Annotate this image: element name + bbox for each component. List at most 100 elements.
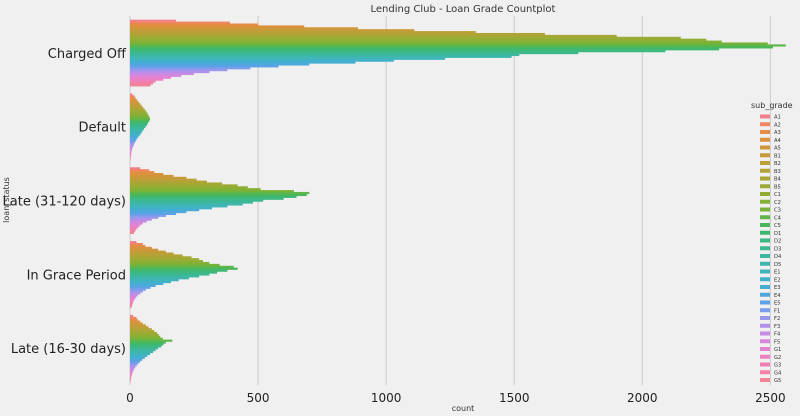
- bar-c4: [130, 118, 150, 121]
- bar-g4: [130, 82, 154, 85]
- bar-a1: [130, 19, 177, 22]
- bar-b2: [130, 31, 476, 34]
- bar-d2: [130, 197, 284, 200]
- legend-label: G3: [774, 363, 781, 369]
- legend-label: D5: [774, 262, 781, 268]
- bar-b4: [130, 330, 155, 333]
- bar-f4: [130, 220, 147, 223]
- legend-swatch: [760, 316, 770, 320]
- bar-f5: [130, 296, 137, 299]
- legend-label: C3: [774, 208, 781, 214]
- bar-g3: [130, 154, 132, 157]
- bar-a5: [130, 322, 143, 325]
- legend-label: G4: [774, 370, 782, 376]
- legend-label: C2: [774, 200, 781, 206]
- bar-b4: [130, 108, 145, 111]
- bar-g2: [130, 299, 134, 303]
- legend-swatch: [760, 215, 770, 220]
- x-tick-label: 2500: [755, 391, 786, 405]
- bar-c3: [130, 116, 150, 119]
- bar-e2: [130, 207, 212, 210]
- legend-swatch: [760, 370, 770, 375]
- bar-f2: [130, 290, 143, 293]
- legend-swatch: [760, 192, 770, 196]
- bar-g3: [130, 228, 137, 231]
- bar-g3: [130, 80, 156, 83]
- bar-f4: [130, 294, 138, 297]
- bar-c4: [130, 44, 786, 47]
- bar-c1: [130, 38, 707, 41]
- bar-d5: [130, 350, 154, 354]
- bar-a2: [130, 316, 137, 319]
- y-tick-label: Late (31-120 days): [3, 195, 126, 210]
- legend-label: B1: [774, 153, 781, 159]
- y-tick-label: Default: [79, 121, 127, 136]
- legend-label: E4: [774, 293, 781, 299]
- bar-b5: [130, 184, 238, 187]
- bar-f5: [130, 74, 182, 77]
- bar-c1: [130, 260, 204, 263]
- bar-d2: [130, 345, 162, 348]
- bar-b5: [130, 36, 681, 39]
- legend-swatch: [760, 223, 770, 227]
- legend-swatch: [760, 114, 770, 119]
- bar-g4: [130, 156, 131, 159]
- bar-f4: [130, 368, 135, 371]
- legend-swatch: [760, 184, 770, 189]
- bar-c5: [130, 341, 166, 344]
- x-tick-label: 500: [247, 391, 270, 405]
- bar-d3: [130, 347, 159, 350]
- bar-a5: [130, 174, 174, 178]
- bar-d1: [130, 121, 148, 125]
- bar-g1: [130, 298, 135, 301]
- bar-e1: [130, 57, 446, 60]
- x-tick-labels: 0 500 1000 1500 2000 2500: [126, 391, 785, 405]
- legend-swatch: [760, 130, 770, 134]
- legend-label: E1: [774, 270, 781, 276]
- bar-e3: [130, 282, 164, 286]
- legend-swatch: [760, 323, 770, 328]
- bar-e2: [130, 133, 141, 136]
- legend-swatch: [760, 285, 770, 289]
- bar-g5: [130, 231, 135, 235]
- bar-a4: [130, 172, 164, 176]
- legend-swatch: [760, 300, 770, 305]
- bar-b2: [130, 104, 142, 108]
- bar-b5: [130, 331, 157, 335]
- legend-swatch: [760, 230, 770, 235]
- bar-a2: [130, 169, 150, 172]
- bar-d3: [130, 125, 146, 128]
- bar-d4: [130, 349, 156, 352]
- bar-b4: [130, 34, 617, 38]
- bar-f2: [130, 69, 228, 72]
- bar-a4: [130, 246, 152, 249]
- legend-label: A5: [774, 146, 781, 152]
- bar-b2: [130, 326, 149, 329]
- bar-f1: [130, 140, 136, 144]
- bar-b1: [130, 250, 166, 253]
- legend-swatch: [760, 292, 770, 297]
- bar-g2: [130, 226, 139, 229]
- legend-label: C1: [774, 192, 781, 198]
- legend-swatch: [760, 347, 770, 351]
- bar-c1: [130, 333, 159, 337]
- bar-a4: [130, 320, 141, 323]
- bar-g4: [130, 377, 132, 380]
- legend-title: sub_grade: [751, 101, 793, 110]
- legend-swatch: [760, 362, 770, 367]
- x-tick-label: 2000: [627, 391, 658, 405]
- bar-b1: [130, 176, 187, 179]
- legend-swatch: [760, 137, 770, 142]
- bar-c2: [130, 335, 161, 338]
- bar-e4: [130, 358, 143, 361]
- bar-a3: [130, 23, 259, 26]
- legend-swatch: [760, 122, 770, 127]
- bar-d1: [130, 48, 720, 51]
- bar-b3: [130, 32, 545, 36]
- y-tick-label: Charged Off: [48, 47, 127, 62]
- bar-c3: [130, 190, 294, 193]
- bar-e3: [130, 135, 139, 138]
- bar-f1: [130, 214, 166, 217]
- bar-c2: [130, 188, 261, 191]
- legend-label: F1: [774, 308, 780, 314]
